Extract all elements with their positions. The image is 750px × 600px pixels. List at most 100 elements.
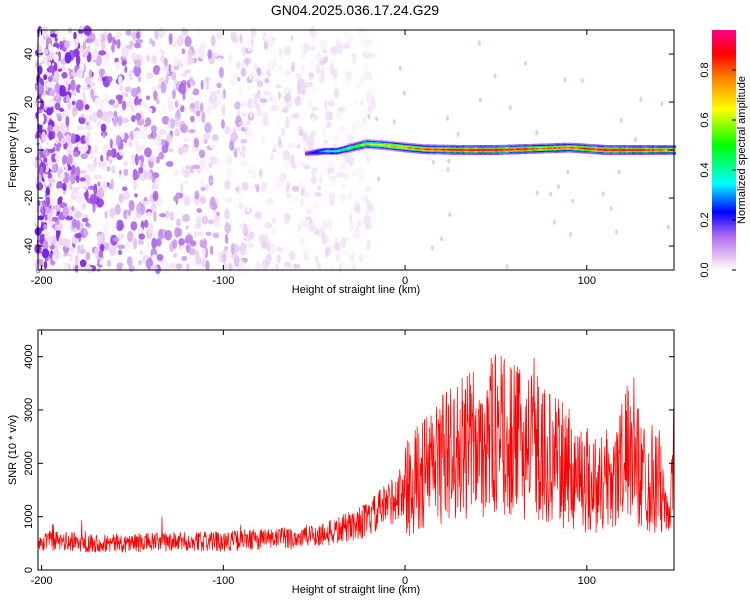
ridge-segment xyxy=(507,148,511,151)
ridge-segment xyxy=(553,147,557,149)
noise-blob xyxy=(200,180,205,186)
ridge-segment xyxy=(619,149,622,151)
noise-blob xyxy=(134,42,142,49)
noise-blob xyxy=(259,98,268,104)
noise-blob xyxy=(639,96,643,102)
noise-blob xyxy=(351,263,357,270)
ridge-segment xyxy=(405,146,408,149)
noise-blob xyxy=(54,224,62,231)
noise-blob xyxy=(176,63,184,68)
noise-blob xyxy=(135,39,144,44)
noise-blob xyxy=(283,218,290,224)
noise-blob xyxy=(94,97,100,106)
noise-blob xyxy=(170,262,175,269)
noise-blob xyxy=(151,183,159,190)
noise-blob xyxy=(240,138,248,144)
noise-blob xyxy=(315,51,321,61)
ridge-segment xyxy=(368,143,371,146)
noise-blob xyxy=(235,146,241,153)
noise-blob xyxy=(324,233,328,239)
noise-blob xyxy=(181,48,186,55)
noise-blob xyxy=(82,40,87,51)
noise-blob xyxy=(122,191,130,201)
noise-blob xyxy=(172,252,178,259)
noise-blob xyxy=(248,92,253,100)
noise-blob xyxy=(159,129,166,136)
noise-blob xyxy=(80,143,89,153)
noise-blob xyxy=(263,91,271,96)
noise-blob xyxy=(345,70,353,80)
ridge-segment xyxy=(584,147,587,150)
noise-blob xyxy=(48,43,52,52)
noise-blob xyxy=(228,172,233,183)
noise-blob xyxy=(505,263,509,269)
noise-blob xyxy=(293,263,301,269)
noise-blob xyxy=(250,36,254,48)
noise-blob xyxy=(121,168,125,181)
ridge-segment xyxy=(560,147,563,149)
ridge-segment xyxy=(326,150,330,152)
noise-blob xyxy=(46,98,54,107)
noise-blob xyxy=(86,131,91,139)
ridge-segment xyxy=(654,149,657,151)
noise-blob xyxy=(172,239,178,250)
ridge-segment xyxy=(425,148,428,151)
ridge-segment xyxy=(344,148,347,150)
noise-blob xyxy=(161,262,168,275)
noise-blob xyxy=(185,225,189,230)
noise-blob xyxy=(209,141,216,149)
noise-blob xyxy=(79,248,87,255)
noise-blob xyxy=(224,179,230,190)
colorbar-tick-label: 0.8 xyxy=(699,62,711,77)
noise-blob xyxy=(68,40,75,45)
noise-blob xyxy=(343,237,351,242)
colorbar: 0.0 0.2 0.4 0.6 0.8 Normalized spectral ampl… xyxy=(699,30,748,278)
noise-blob xyxy=(478,97,482,103)
noise-blob xyxy=(78,181,86,187)
noise-blob xyxy=(43,260,48,270)
noise-blob xyxy=(170,64,175,73)
ridge-segment xyxy=(632,149,635,151)
noise-blob xyxy=(150,264,158,271)
ridge-segment xyxy=(385,144,389,147)
noise-blob xyxy=(291,162,296,169)
snr-xlabel: Height of straight line (km) xyxy=(292,584,420,596)
noise-blob xyxy=(356,165,363,173)
noise-blob xyxy=(365,186,372,192)
ridge-segment xyxy=(623,149,626,151)
noise-blob xyxy=(172,168,179,177)
ridge-segment xyxy=(427,148,430,151)
noise-blob xyxy=(166,133,173,143)
ridge-segment xyxy=(414,147,417,150)
noise-blob xyxy=(278,136,282,147)
noise-blob xyxy=(83,228,88,237)
noise-blob xyxy=(155,98,160,105)
noise-blob xyxy=(135,98,141,106)
noise-blob xyxy=(104,93,109,103)
noise-blob xyxy=(241,263,249,274)
noise-blob xyxy=(337,162,343,172)
noise-blob xyxy=(126,230,134,243)
noise-blob xyxy=(246,85,252,91)
noise-blob xyxy=(121,117,129,124)
noise-blob xyxy=(51,216,59,222)
noise-blob xyxy=(195,255,202,265)
noise-blob xyxy=(359,101,365,106)
noise-blob xyxy=(41,131,46,143)
noise-blob xyxy=(196,110,201,117)
ridge-segment xyxy=(636,149,639,151)
ridge-segment xyxy=(457,149,461,151)
noise-blob xyxy=(263,83,268,94)
noise-blob xyxy=(245,57,250,67)
noise-blob xyxy=(343,157,348,168)
noise-blob xyxy=(248,72,253,81)
noise-blob xyxy=(109,138,113,149)
noise-blob xyxy=(47,124,53,134)
noise-blob xyxy=(101,77,106,82)
noise-blob xyxy=(48,65,56,73)
noise-blob xyxy=(163,249,170,260)
ridge-segment xyxy=(346,147,349,150)
spectrogram-ridge xyxy=(305,139,677,157)
noise-blob xyxy=(110,211,115,219)
